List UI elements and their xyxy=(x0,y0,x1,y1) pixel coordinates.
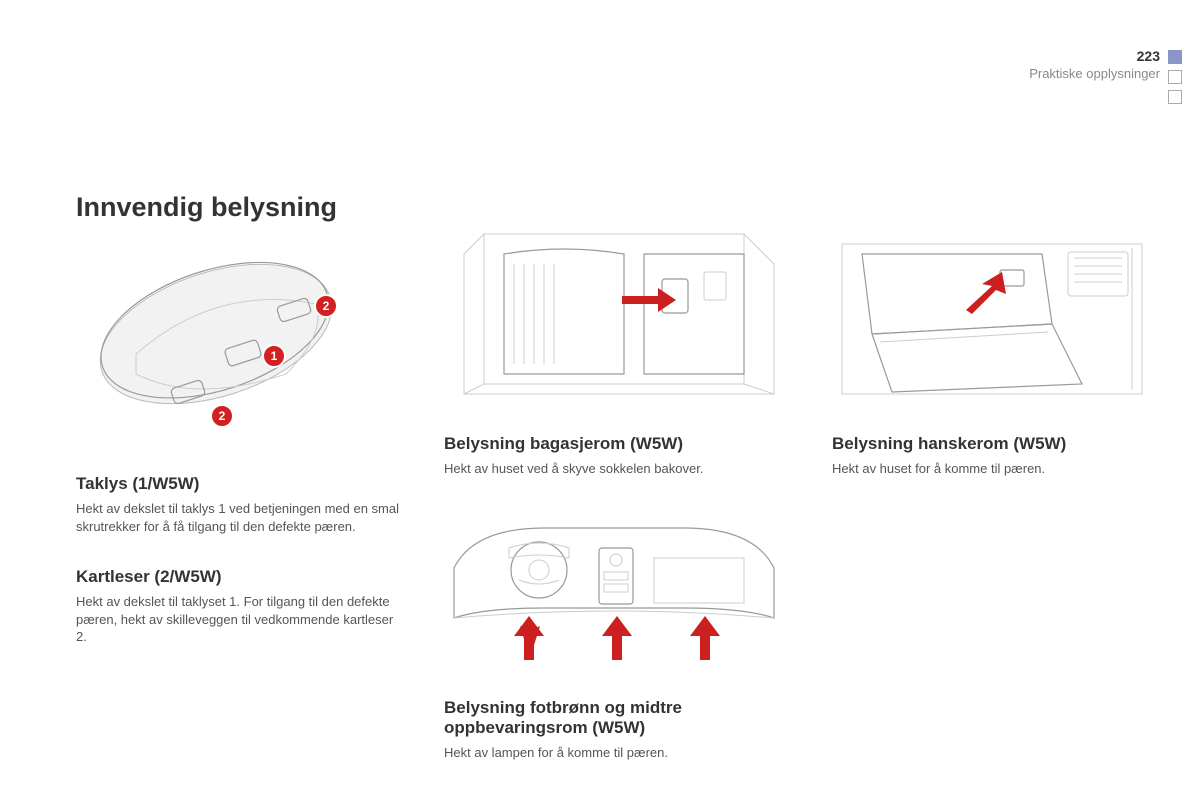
callout-1: 1 xyxy=(271,349,278,363)
heading-taklys: Taklys (1/W5W) xyxy=(76,474,416,494)
text-hanskerom: Hekt av huset for å komme til pæren. xyxy=(832,460,1162,478)
page-number: 223 xyxy=(1029,48,1160,64)
square-outline xyxy=(1168,90,1182,104)
square-outline xyxy=(1168,70,1182,84)
text-kartleser: Hekt av dekslet til taklyset 1. For tilg… xyxy=(76,593,406,646)
illustration-ceiling-light: 1 2 2 xyxy=(76,224,416,454)
heading-fotbronn: Belysning fotbrønn og midtre oppbevaring… xyxy=(444,698,804,738)
heading-bagasjerom: Belysning bagasjerom (W5W) xyxy=(444,434,804,454)
column-1: 1 2 2 Taklys (1/W5W) Hekt av dekslet til… xyxy=(76,224,416,785)
heading-hanskerom: Belysning hanskerom (W5W) xyxy=(832,434,1172,454)
text-taklys: Hekt av dekslet til taklys 1 ved betjeni… xyxy=(76,500,406,535)
section-label: Praktiske opplysninger xyxy=(1029,66,1160,81)
block-hanskerom: Belysning hanskerom (W5W) Hekt av huset … xyxy=(832,426,1172,478)
block-fotbronn: Belysning fotbrønn og midtre oppbevaring… xyxy=(444,690,804,762)
illustration-footwell-light xyxy=(444,508,804,678)
side-indicator-squares xyxy=(1168,50,1182,104)
block-kartleser: Kartleser (2/W5W) Hekt av dekslet til ta… xyxy=(76,559,416,646)
text-bagasjerom: Hekt av huset ved å skyve sokkelen bakov… xyxy=(444,460,774,478)
content-grid: 1 2 2 Taklys (1/W5W) Hekt av dekslet til… xyxy=(76,224,1150,785)
callout-2-left: 2 xyxy=(219,409,226,423)
block-taklys: Taklys (1/W5W) Hekt av dekslet til takly… xyxy=(76,466,416,535)
illustration-glovebox-light xyxy=(832,224,1172,414)
block-bagasjerom: Belysning bagasjerom (W5W) Hekt av huset… xyxy=(444,426,804,478)
column-3: Belysning hanskerom (W5W) Hekt av huset … xyxy=(832,224,1172,785)
column-2: Belysning bagasjerom (W5W) Hekt av huset… xyxy=(444,224,804,785)
page-title: Innvendig belysning xyxy=(76,192,337,223)
page-header: 223 Praktiske opplysninger xyxy=(1029,48,1160,81)
illustration-trunk-light xyxy=(444,224,804,414)
square-filled xyxy=(1168,50,1182,64)
text-fotbronn: Hekt av lampen for å komme til pæren. xyxy=(444,744,774,762)
heading-kartleser: Kartleser (2/W5W) xyxy=(76,567,416,587)
callout-2-right: 2 xyxy=(323,299,330,313)
